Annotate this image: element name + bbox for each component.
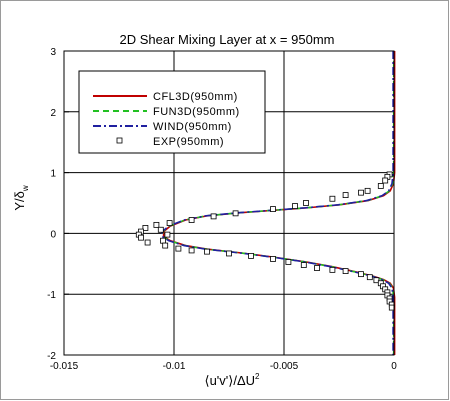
- exp-data-point: [160, 237, 166, 244]
- exp-data-point: [162, 242, 169, 249]
- legend-label-exp: EXP(950mm): [153, 136, 224, 148]
- exp-data-point: [373, 277, 380, 284]
- x-axis-label-text: ⟨u'v'⟩/ΔU: [205, 373, 256, 388]
- exp-data-point: [342, 268, 349, 274]
- legend-label-fun3d: FUN3D(950mm): [153, 106, 240, 118]
- legend-label-wind: WIND(950mm): [153, 121, 232, 133]
- x-tick-label: -0.005: [270, 361, 299, 372]
- axis-ticks: -0.015 -0.01 -0.005 0 -2 -1 0 1 2 3: [47, 47, 397, 372]
- exp-data-point: [358, 271, 364, 278]
- exp-data-point: [164, 231, 171, 238]
- y-axis-label-group: Y/δw: [12, 185, 30, 211]
- y-axis-label-subscript: w: [21, 185, 30, 192]
- plot-area: [63, 50, 395, 356]
- exp-data-point: [157, 226, 164, 233]
- exp-data-point: [270, 256, 276, 262]
- y-tick-label: -2: [47, 351, 56, 362]
- exp-data-point: [248, 252, 254, 259]
- exp-data-point: [358, 189, 364, 196]
- exp-data-point: [188, 247, 195, 254]
- exp-data-point: [204, 248, 210, 255]
- exp-data-point: [270, 206, 276, 212]
- series-layer: [135, 51, 396, 355]
- legend-box: [78, 70, 266, 154]
- x-axis-label-exponent: 2: [255, 372, 260, 381]
- y-tick-label: 2: [50, 108, 56, 119]
- chart-title: 2D Shear Mixing Layer at x = 950mm: [120, 32, 335, 47]
- exp-data-point: [377, 183, 384, 189]
- x-axis-label: ⟨u'v'⟩/ΔU2: [205, 372, 261, 388]
- exp-data-point: [366, 274, 373, 281]
- x-tick-label: 0: [391, 361, 397, 372]
- exp-data-point: [188, 217, 195, 223]
- y-tick-label: 1: [50, 169, 56, 180]
- exp-data-point: [232, 210, 239, 217]
- exp-data-point: [364, 187, 371, 194]
- exp-data-point: [300, 262, 307, 268]
- exp-data-point: [303, 200, 309, 206]
- exp-data-point: [292, 203, 298, 209]
- exp-data-point: [329, 195, 336, 202]
- x-tick-label: -0.015: [50, 361, 79, 372]
- exp-data-point: [210, 213, 217, 220]
- exp-data-point: [342, 192, 349, 198]
- exp-data-point: [382, 177, 389, 184]
- exp-data-point: [329, 266, 336, 273]
- exp-data-point: [166, 220, 173, 226]
- exp-data-point: [144, 239, 151, 246]
- exp-data-point: [314, 265, 320, 271]
- y-axis-label-text: Y/δ: [12, 191, 27, 211]
- legend: CFL3D(950mm) FUN3D(950mm) WIND(950mm) EX…: [78, 70, 266, 154]
- legend-swatch-exp: [116, 137, 123, 144]
- y-axis-label: Y/δw: [12, 185, 30, 211]
- legend-label-cfl3d: CFL3D(950mm): [153, 91, 238, 103]
- exp-data-point: [153, 221, 160, 228]
- y-tick-label: 0: [50, 229, 56, 240]
- exp-data-point: [175, 245, 182, 252]
- y-tick-label: 3: [50, 47, 56, 58]
- exp-data-point: [138, 234, 144, 241]
- exp-data-point: [226, 250, 232, 257]
- exp-data-point: [285, 259, 292, 265]
- y-tick-label: -1: [47, 290, 56, 301]
- x-tick-label: -0.01: [163, 361, 186, 372]
- exp-data-point: [142, 225, 149, 231]
